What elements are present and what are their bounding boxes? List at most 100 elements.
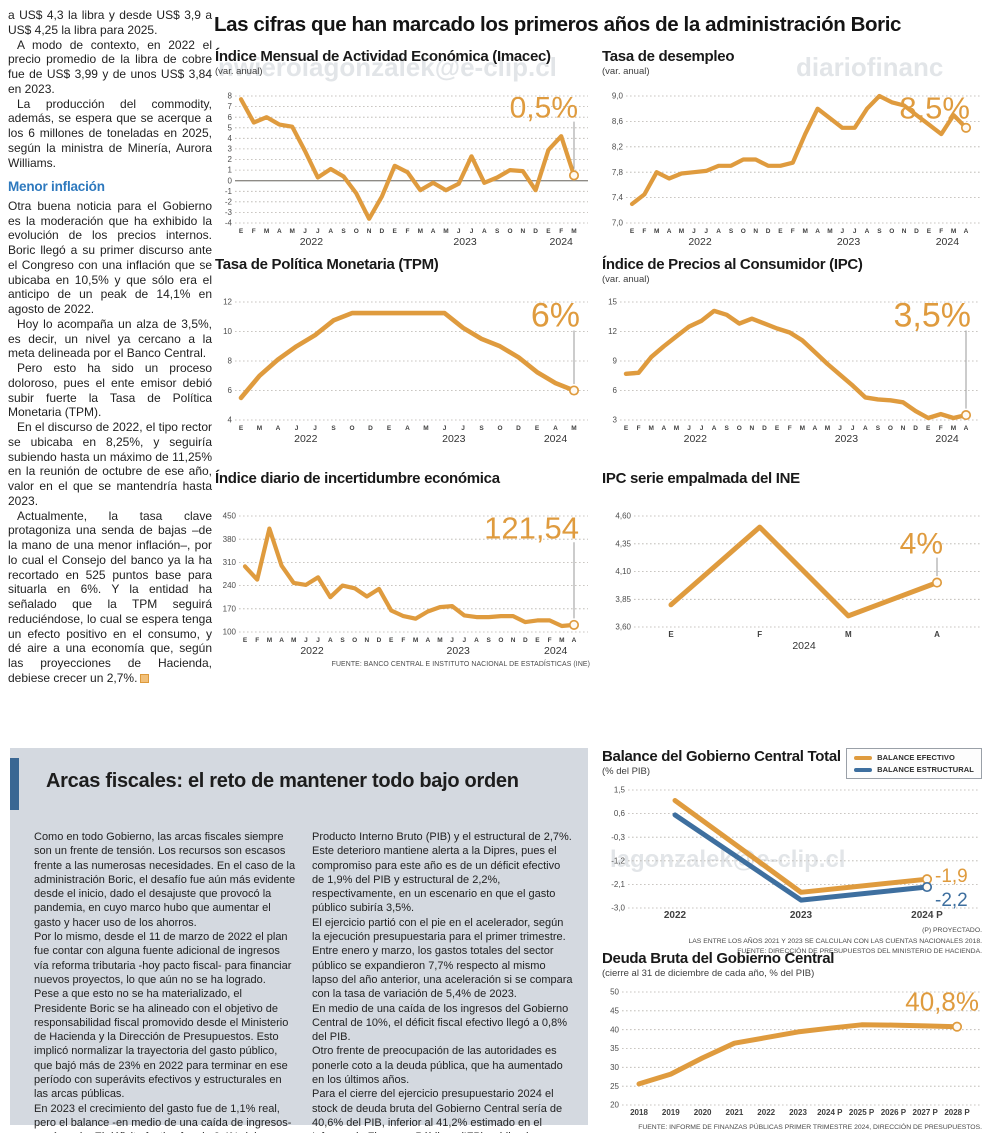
x-label: E	[389, 637, 394, 644]
x-label: S	[341, 228, 346, 235]
x-label: F	[642, 228, 646, 235]
legend-item: BALANCE EFECTIVO	[854, 753, 974, 762]
x-label: F	[559, 228, 563, 235]
x-label: A	[815, 228, 820, 235]
x-label: A	[405, 425, 410, 432]
y-tick-label: 240	[223, 581, 237, 590]
x-label: M	[413, 637, 418, 644]
chart-legend: BALANCE EFECTIVO BALANCE ESTRUCTURAL	[846, 748, 982, 779]
x-label: M	[437, 637, 442, 644]
x-label: A	[964, 228, 969, 235]
x-label: M	[267, 637, 272, 644]
x-label: J	[303, 228, 307, 235]
x-label: E	[546, 228, 551, 235]
chart-subtitle: (% del PIB)	[602, 766, 651, 777]
tpm-chart-cell: Tasa de Política Monetaria (TPM) 12 10 8 6 4…	[215, 256, 590, 444]
x-label: M	[559, 637, 564, 644]
article-paragraph: La producción del commodity, además, se …	[8, 96, 212, 170]
y-tick-label: 0	[228, 176, 233, 185]
article-paragraph: A modo de contexto, en 2022 el precio pr…	[8, 37, 212, 96]
x-label: J	[295, 425, 299, 432]
x-label: 2020	[694, 1108, 712, 1117]
x-label: D	[766, 228, 771, 235]
article-paragraph: Como en todo Gobierno, las arcas fiscale…	[34, 831, 296, 929]
y-tick-label: 3	[228, 145, 233, 154]
y-tick-label: 3	[613, 416, 618, 425]
end-marker	[568, 385, 580, 396]
x-label: A	[328, 228, 333, 235]
chart-subtitle: (cierre al 31 de diciembre de cada año, …	[602, 968, 815, 979]
value-label: 4%	[900, 528, 943, 561]
x-label: F	[406, 228, 410, 235]
incertidumbre-chart-cell: Índice diario de incertidumbre económica…	[215, 470, 590, 668]
x-label: N	[753, 228, 758, 235]
chart-head: Balance del Gobierno Central Total (% de…	[602, 748, 982, 784]
y-tick-label: 450	[223, 512, 237, 521]
x-label: J	[461, 425, 465, 432]
y-tick-label: -4	[225, 219, 233, 228]
desempleo-chart-cell: Tasa de desempleo (var. anual) 9,0 8,6 8,2…	[602, 48, 982, 249]
chart-head: Índice Mensual de Actividad Económica (I…	[215, 48, 590, 86]
chart-source: FUENTE: BANCO CENTRAL E INSTITUTO NACION…	[331, 661, 590, 668]
y-tick-label: 35	[610, 1044, 619, 1053]
x-label: E	[243, 637, 248, 644]
y-tick-label: 7	[228, 102, 233, 111]
x-label: M	[291, 637, 296, 644]
x-label: S	[340, 637, 345, 644]
x-label: M	[825, 425, 830, 432]
x-label: 2024 P	[817, 1108, 843, 1117]
x-label: O	[888, 425, 893, 432]
article-paragraph: En 2023 el crecimiento del gasto fue de …	[34, 1102, 292, 1133]
y-tick-label: 4,10	[615, 567, 631, 576]
x-label: D	[913, 425, 918, 432]
x-label: E	[775, 425, 780, 432]
x-label: F	[788, 425, 792, 432]
series-estructural	[672, 812, 930, 903]
article-paragraph: En medio de una caída de los ingresos de…	[312, 1002, 569, 1044]
chart-head: IPC serie empalmada del INE	[602, 470, 982, 508]
footnote-line: LAS ENTRE LOS AÑOS 2021 Y 2023 SE CALCUL…	[688, 937, 982, 945]
x-label: N	[902, 228, 907, 235]
year-label: 2024	[544, 433, 568, 444]
ipc-chart-cell: Índice de Precios al Consumidor (IPC) (v…	[602, 256, 982, 444]
x-label: N	[750, 425, 755, 432]
estructural-swatch-icon	[854, 767, 873, 772]
x-label: M	[951, 425, 956, 432]
article-paragraph: Otra buena noticia para el Gobierno es l…	[8, 198, 212, 317]
article-paragraph: Producto Interno Bruto (PIB) y el estruc…	[312, 831, 572, 915]
y-tick-label: 100	[223, 628, 237, 637]
y-tick-label: 170	[223, 604, 237, 613]
value-label: 121,54	[484, 510, 579, 545]
chart-head: Índice de Precios al Consumidor (IPC) (v…	[602, 256, 982, 294]
x-label: D	[516, 425, 521, 432]
x-label: S	[331, 425, 336, 432]
legend-item: BALANCE ESTRUCTURAL	[854, 765, 974, 774]
x-label: N	[367, 228, 372, 235]
x-label: F	[637, 425, 641, 432]
x-label: E	[535, 637, 540, 644]
x-label: M	[951, 228, 956, 235]
y-tick-label: 4	[228, 416, 233, 425]
y-tick-label: 6	[228, 386, 233, 395]
y-tick-label: 10	[223, 327, 232, 336]
x-label: A	[431, 228, 436, 235]
value-label: 40,8%	[905, 987, 979, 1017]
y-tick-label: 4	[228, 134, 233, 143]
x-label: A	[863, 425, 868, 432]
end-marker	[568, 170, 580, 181]
legend-label: BALANCE EFECTIVO	[877, 753, 955, 762]
x-label: E	[778, 228, 783, 235]
y-tick-label: 30	[610, 1063, 619, 1072]
year-label: 2022	[300, 236, 324, 248]
x-label: J	[313, 425, 317, 432]
x-label: M	[827, 228, 832, 235]
y-tick-label: 40	[610, 1025, 619, 1034]
deuda-chart-cell: Deuda Bruta del Gobierno Central (cierre…	[602, 950, 982, 1133]
x-label: J	[704, 228, 708, 235]
y-tick-label: 1	[228, 166, 233, 175]
x-label: N	[901, 425, 906, 432]
